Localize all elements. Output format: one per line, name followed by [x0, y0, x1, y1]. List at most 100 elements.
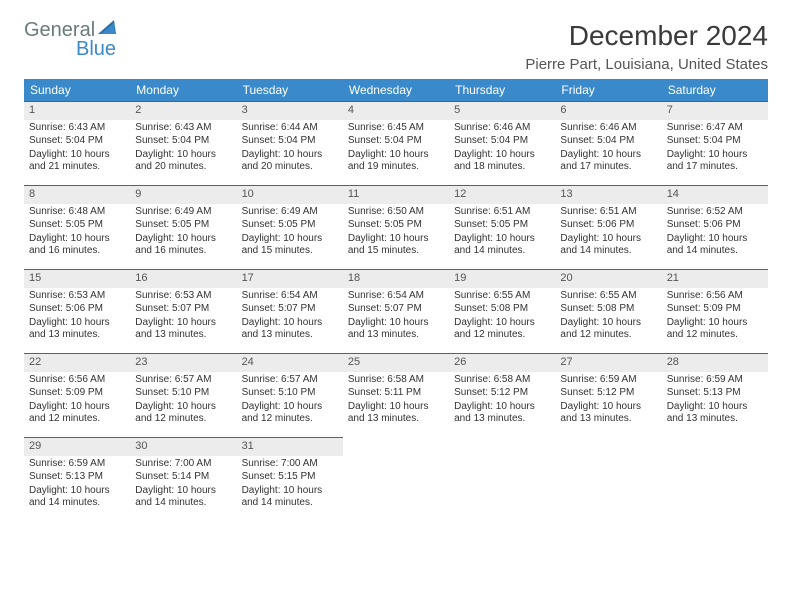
day-info: Sunrise: 6:51 AMSunset: 5:05 PMDaylight:… — [449, 204, 555, 262]
day-number: 4 — [343, 101, 449, 120]
sunset-line: Sunset: 5:04 PM — [560, 135, 656, 148]
day-info: Sunrise: 6:56 AMSunset: 5:09 PMDaylight:… — [662, 288, 768, 346]
sunset-line: Sunset: 5:06 PM — [560, 219, 656, 232]
sunrise-line: Sunrise: 6:49 AM — [242, 206, 338, 219]
day-info: Sunrise: 6:58 AMSunset: 5:11 PMDaylight:… — [343, 372, 449, 430]
sunrise-line: Sunrise: 6:49 AM — [135, 206, 231, 219]
header: General Blue December 2024 Pierre Part, … — [24, 20, 768, 73]
sunrise-line: Sunrise: 6:55 AM — [454, 290, 550, 303]
day-header: Tuesday — [237, 79, 343, 101]
calendar-cell: 5Sunrise: 6:46 AMSunset: 5:04 PMDaylight… — [449, 101, 555, 185]
calendar-row: 1Sunrise: 6:43 AMSunset: 5:04 PMDaylight… — [24, 101, 768, 185]
sunset-line: Sunset: 5:07 PM — [348, 303, 444, 316]
day-number: 14 — [662, 185, 768, 204]
calendar-cell: 23Sunrise: 6:57 AMSunset: 5:10 PMDayligh… — [130, 353, 236, 437]
calendar-cell — [343, 437, 449, 521]
day-info: Sunrise: 6:52 AMSunset: 5:06 PMDaylight:… — [662, 204, 768, 262]
calendar-cell: 2Sunrise: 6:43 AMSunset: 5:04 PMDaylight… — [130, 101, 236, 185]
day-number: 25 — [343, 353, 449, 372]
day-number: 17 — [237, 269, 343, 288]
sunset-line: Sunset: 5:10 PM — [242, 387, 338, 400]
day-info: Sunrise: 6:43 AMSunset: 5:04 PMDaylight:… — [24, 120, 130, 178]
day-info: Sunrise: 6:47 AMSunset: 5:04 PMDaylight:… — [662, 120, 768, 178]
daylight-line: Daylight: 10 hours and 14 minutes. — [29, 485, 125, 510]
sunset-line: Sunset: 5:12 PM — [454, 387, 550, 400]
calendar-cell: 20Sunrise: 6:55 AMSunset: 5:08 PMDayligh… — [555, 269, 661, 353]
day-info: Sunrise: 6:54 AMSunset: 5:07 PMDaylight:… — [237, 288, 343, 346]
sunset-line: Sunset: 5:11 PM — [348, 387, 444, 400]
day-number: 23 — [130, 353, 236, 372]
sunset-line: Sunset: 5:07 PM — [242, 303, 338, 316]
calendar-cell: 18Sunrise: 6:54 AMSunset: 5:07 PMDayligh… — [343, 269, 449, 353]
calendar-cell: 8Sunrise: 6:48 AMSunset: 5:05 PMDaylight… — [24, 185, 130, 269]
calendar-body: 1Sunrise: 6:43 AMSunset: 5:04 PMDaylight… — [24, 101, 768, 521]
sunrise-line: Sunrise: 6:43 AM — [135, 122, 231, 135]
sunset-line: Sunset: 5:04 PM — [242, 135, 338, 148]
calendar-cell: 1Sunrise: 6:43 AMSunset: 5:04 PMDaylight… — [24, 101, 130, 185]
calendar-cell: 16Sunrise: 6:53 AMSunset: 5:07 PMDayligh… — [130, 269, 236, 353]
daylight-line: Daylight: 10 hours and 12 minutes. — [667, 317, 763, 342]
daylight-line: Daylight: 10 hours and 21 minutes. — [29, 149, 125, 174]
calendar-cell: 27Sunrise: 6:59 AMSunset: 5:12 PMDayligh… — [555, 353, 661, 437]
sunset-line: Sunset: 5:04 PM — [29, 135, 125, 148]
calendar-cell: 19Sunrise: 6:55 AMSunset: 5:08 PMDayligh… — [449, 269, 555, 353]
sunrise-line: Sunrise: 6:50 AM — [348, 206, 444, 219]
sunset-line: Sunset: 5:07 PM — [135, 303, 231, 316]
daylight-line: Daylight: 10 hours and 13 minutes. — [560, 401, 656, 426]
day-number: 13 — [555, 185, 661, 204]
sunset-line: Sunset: 5:04 PM — [348, 135, 444, 148]
daylight-line: Daylight: 10 hours and 18 minutes. — [454, 149, 550, 174]
daylight-line: Daylight: 10 hours and 12 minutes. — [242, 401, 338, 426]
calendar-row: 8Sunrise: 6:48 AMSunset: 5:05 PMDaylight… — [24, 185, 768, 269]
day-info: Sunrise: 6:53 AMSunset: 5:07 PMDaylight:… — [130, 288, 236, 346]
daylight-line: Daylight: 10 hours and 15 minutes. — [348, 233, 444, 258]
day-info: Sunrise: 6:57 AMSunset: 5:10 PMDaylight:… — [130, 372, 236, 430]
sunrise-line: Sunrise: 6:52 AM — [667, 206, 763, 219]
day-header: Saturday — [662, 79, 768, 101]
day-info: Sunrise: 6:50 AMSunset: 5:05 PMDaylight:… — [343, 204, 449, 262]
calendar-row: 22Sunrise: 6:56 AMSunset: 5:09 PMDayligh… — [24, 353, 768, 437]
calendar-cell: 30Sunrise: 7:00 AMSunset: 5:14 PMDayligh… — [130, 437, 236, 521]
sunset-line: Sunset: 5:09 PM — [667, 303, 763, 316]
sunrise-line: Sunrise: 6:54 AM — [348, 290, 444, 303]
calendar-table: SundayMondayTuesdayWednesdayThursdayFrid… — [24, 79, 768, 521]
day-number: 16 — [130, 269, 236, 288]
daylight-line: Daylight: 10 hours and 12 minutes. — [29, 401, 125, 426]
sunset-line: Sunset: 5:06 PM — [29, 303, 125, 316]
calendar-cell — [662, 437, 768, 521]
day-info: Sunrise: 6:46 AMSunset: 5:04 PMDaylight:… — [555, 120, 661, 178]
day-number: 28 — [662, 353, 768, 372]
logo: General Blue — [24, 20, 120, 59]
daylight-line: Daylight: 10 hours and 15 minutes. — [242, 233, 338, 258]
day-info: Sunrise: 6:58 AMSunset: 5:12 PMDaylight:… — [449, 372, 555, 430]
sunrise-line: Sunrise: 6:53 AM — [29, 290, 125, 303]
sunset-line: Sunset: 5:04 PM — [454, 135, 550, 148]
title-block: December 2024 Pierre Part, Louisiana, Un… — [525, 20, 768, 73]
calendar-cell: 12Sunrise: 6:51 AMSunset: 5:05 PMDayligh… — [449, 185, 555, 269]
day-header: Thursday — [449, 79, 555, 101]
sunset-line: Sunset: 5:04 PM — [135, 135, 231, 148]
day-info: Sunrise: 6:46 AMSunset: 5:04 PMDaylight:… — [449, 120, 555, 178]
day-info: Sunrise: 6:55 AMSunset: 5:08 PMDaylight:… — [449, 288, 555, 346]
calendar-cell — [555, 437, 661, 521]
daylight-line: Daylight: 10 hours and 16 minutes. — [135, 233, 231, 258]
day-number: 24 — [237, 353, 343, 372]
daylight-line: Daylight: 10 hours and 20 minutes. — [242, 149, 338, 174]
calendar-cell — [449, 437, 555, 521]
calendar-cell: 14Sunrise: 6:52 AMSunset: 5:06 PMDayligh… — [662, 185, 768, 269]
sunrise-line: Sunrise: 6:51 AM — [454, 206, 550, 219]
calendar-cell: 21Sunrise: 6:56 AMSunset: 5:09 PMDayligh… — [662, 269, 768, 353]
sunrise-line: Sunrise: 6:59 AM — [667, 374, 763, 387]
sunset-line: Sunset: 5:05 PM — [348, 219, 444, 232]
sunrise-line: Sunrise: 6:55 AM — [560, 290, 656, 303]
day-header: Sunday — [24, 79, 130, 101]
day-number: 7 — [662, 101, 768, 120]
day-number: 20 — [555, 269, 661, 288]
day-info: Sunrise: 6:43 AMSunset: 5:04 PMDaylight:… — [130, 120, 236, 178]
daylight-line: Daylight: 10 hours and 14 minutes. — [135, 485, 231, 510]
sunset-line: Sunset: 5:14 PM — [135, 471, 231, 484]
day-number: 2 — [130, 101, 236, 120]
day-number: 26 — [449, 353, 555, 372]
day-info: Sunrise: 6:57 AMSunset: 5:10 PMDaylight:… — [237, 372, 343, 430]
calendar-row: 29Sunrise: 6:59 AMSunset: 5:13 PMDayligh… — [24, 437, 768, 521]
